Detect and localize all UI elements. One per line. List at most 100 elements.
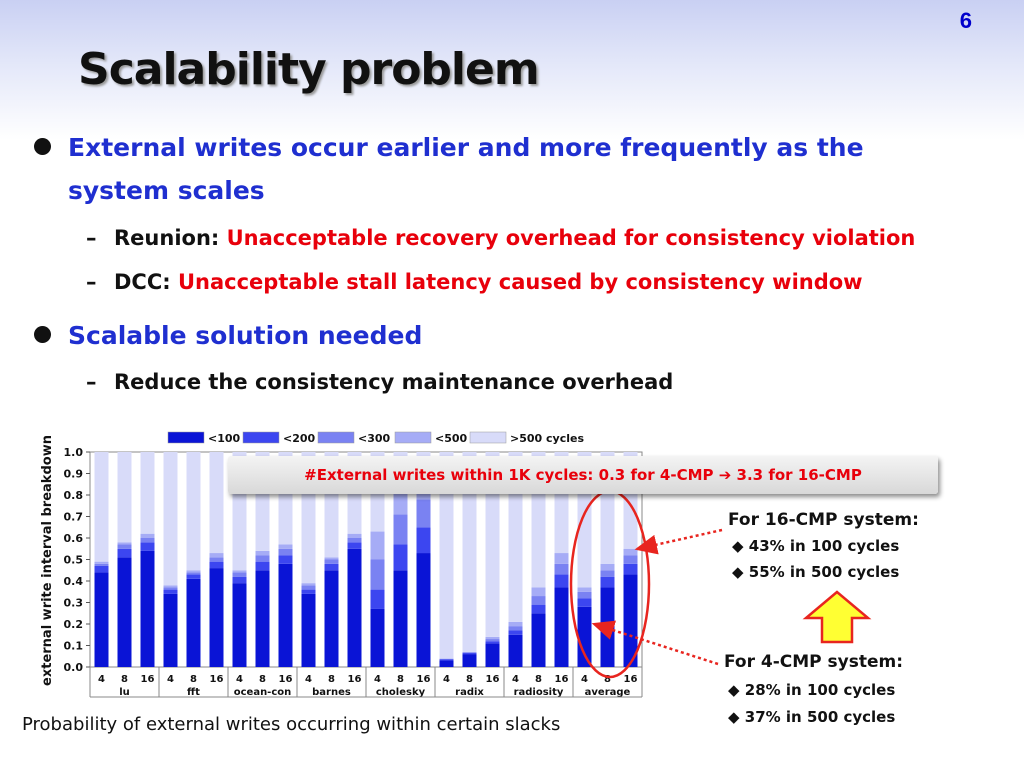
bar-lu-8-lt200 — [117, 548, 132, 558]
bullet-2: Scalable solution needed — [68, 321, 423, 350]
note-4cmp-title: For 4-CMP system: — [724, 652, 904, 672]
bar-ocean-con-8-lt200 — [255, 561, 270, 571]
bar-fft-8-lt300 — [186, 572, 201, 575]
callout-arrow-icon: ➔ — [718, 466, 732, 484]
bar-fft-4-lt100 — [163, 593, 178, 667]
slide-number: 6 — [959, 8, 972, 33]
legend-swatch-gt500 — [469, 431, 507, 444]
bar-radix-4-lt100 — [439, 660, 454, 667]
bar-lu-8-lt100 — [117, 557, 132, 667]
bar-radix-16-lt500 — [485, 636, 500, 640]
y-tick-label: 0.4 — [64, 575, 84, 588]
legend-swatch-lt100 — [167, 431, 205, 444]
bar-cholesky-4-lt500 — [370, 531, 385, 560]
bar-radix-8-gt500 — [462, 452, 477, 652]
bar-fft-16-lt100 — [209, 568, 224, 667]
bar-fft-4-lt200 — [163, 589, 178, 594]
bar-barnes-16-lt500 — [347, 533, 362, 538]
x-tick-label: 16 — [624, 674, 638, 685]
bar-barnes-8-lt200 — [324, 563, 339, 571]
bar-radiosity-16-lt200 — [554, 574, 569, 588]
bar-fft-8-lt100 — [186, 578, 201, 667]
bar-barnes-4-lt500 — [301, 583, 316, 586]
bar-average-16-lt500 — [623, 548, 638, 556]
bar-radiosity-16-lt100 — [554, 587, 569, 667]
y-tick-label: 1.0 — [64, 446, 84, 459]
note-16cmp-title: For 16-CMP system: — [728, 510, 919, 530]
sub-bullet-dcc: DCC: Unacceptable stall latency caused b… — [114, 270, 863, 294]
bar-lu-4-lt500 — [94, 561, 109, 564]
bullet-dot-1 — [34, 138, 51, 155]
bar-fft-16-lt300 — [209, 557, 224, 562]
legend-label-lt300: <300 — [358, 432, 391, 445]
bar-ocean-con-8-lt300 — [255, 555, 270, 562]
legend-label-lt100: <100 — [208, 432, 241, 445]
bar-lu-4-gt500 — [94, 452, 109, 562]
sub-bullet-reduce: Reduce the consistency maintenance overh… — [114, 370, 674, 394]
x-tick-label: 4 — [305, 674, 312, 685]
bar-radiosity-8-lt300 — [531, 596, 546, 605]
bar-ocean-con-8-lt100 — [255, 570, 270, 667]
bar-fft-16-lt500 — [209, 553, 224, 558]
x-tick-label: 4 — [98, 674, 105, 685]
bar-radix-16-lt100 — [485, 643, 500, 667]
bullet-list: External writes occur earlier and more f… — [34, 133, 915, 394]
bar-average-8-lt200 — [600, 576, 615, 588]
bar-barnes-4-lt200 — [301, 589, 316, 594]
bar-radiosity-8-lt500 — [531, 587, 546, 597]
bar-fft-16-lt200 — [209, 561, 224, 569]
bar-radix-4-lt300 — [439, 658, 454, 660]
y-tick-label: 0.7 — [64, 511, 84, 524]
bar-cholesky-4-lt300 — [370, 559, 385, 590]
dcc-text: Unacceptable stall latency caused by con… — [177, 270, 863, 294]
dash-1: – — [86, 226, 97, 250]
y-tick-label: 0.9 — [64, 468, 84, 481]
y-tick-label: 0.1 — [64, 640, 84, 653]
dash-2: – — [86, 270, 97, 294]
bar-fft-4-lt300 — [163, 587, 178, 590]
y-tick-label: 0.5 — [64, 554, 84, 567]
x-tick-label: 8 — [466, 674, 473, 685]
bar-ocean-con-16-lt200 — [278, 555, 293, 564]
note-4cmp-item-2: ◆ 37% in 500 cycles — [728, 708, 896, 726]
x-tick-label: 16 — [348, 674, 362, 685]
y-tick-label: 0.8 — [64, 489, 84, 502]
bar-ocean-con-4-lt100 — [232, 583, 247, 667]
bar-average-16-lt300 — [623, 555, 638, 564]
bar-lu-16-gt500 — [140, 452, 155, 534]
bar-radiosity-4-lt500 — [508, 621, 523, 627]
bar-radiosity-8-lt100 — [531, 613, 546, 667]
bar-fft-8-lt500 — [186, 570, 201, 573]
y-tick-label: 0.0 — [64, 661, 84, 674]
reunion-label: Reunion: — [114, 226, 220, 250]
x-tick-label: 4 — [236, 674, 243, 685]
group-label-barnes: barnes — [312, 687, 351, 698]
x-tick-label: 4 — [374, 674, 381, 685]
bar-radix-16-lt300 — [485, 639, 500, 642]
bar-radix-4-gt500 — [439, 452, 454, 659]
up-arrow-icon — [802, 590, 872, 644]
bar-cholesky-8-lt300 — [393, 514, 408, 545]
bar-cholesky-16-lt200 — [416, 527, 431, 554]
x-tick-label: 4 — [512, 674, 519, 685]
legend-swatch-lt500 — [394, 431, 432, 444]
bar-cholesky-16-lt300 — [416, 499, 431, 528]
legend-label-gt500: >500 cycles — [510, 432, 584, 445]
bar-lu-4-lt100 — [94, 572, 109, 667]
bar-cholesky-8-lt200 — [393, 544, 408, 571]
x-tick-label: 16 — [486, 674, 500, 685]
bar-barnes-8-lt500 — [324, 557, 339, 560]
bar-ocean-con-16-lt300 — [278, 548, 293, 556]
x-tick-label: 8 — [535, 674, 542, 685]
bar-ocean-con-4-lt500 — [232, 570, 247, 573]
bar-barnes-16-lt100 — [347, 548, 362, 667]
x-tick-label: 8 — [121, 674, 128, 685]
x-tick-label: 8 — [328, 674, 335, 685]
bar-average-16-lt200 — [623, 563, 638, 575]
note-4cmp-item-1: ◆ 28% in 100 cycles — [728, 681, 896, 699]
x-tick-label: 16 — [417, 674, 431, 685]
bar-ocean-con-4-lt200 — [232, 576, 247, 584]
bar-fft-4-gt500 — [163, 452, 178, 586]
dash-3: – — [86, 370, 97, 394]
bar-radix-16-lt200 — [485, 641, 500, 644]
